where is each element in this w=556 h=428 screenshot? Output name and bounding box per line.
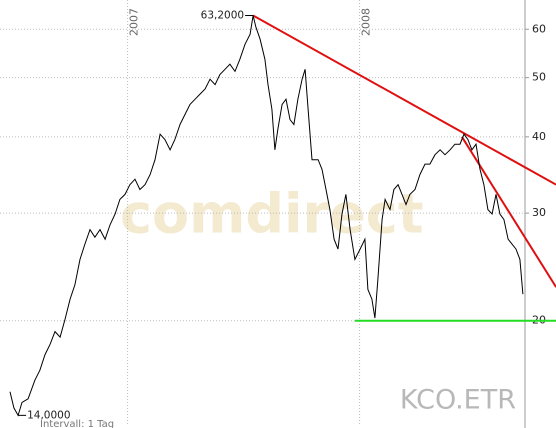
- annotation: 14,0000: [27, 409, 70, 421]
- annotation: 63,2000: [201, 9, 244, 21]
- trendline: [461, 136, 556, 288]
- y-tick-label: 60: [532, 22, 546, 35]
- y-tick-label: 30: [532, 206, 546, 219]
- price-line: [9, 15, 524, 417]
- footer: Intervall: 1 Tag: [40, 419, 114, 428]
- symbol: KCO.ETR: [400, 385, 516, 416]
- y-tick-label: 50: [532, 71, 546, 84]
- watermark: comdirect: [120, 183, 424, 246]
- x-tick-label: 2008: [360, 8, 373, 36]
- y-tick-label: 40: [532, 130, 546, 143]
- trendline: [252, 14, 556, 186]
- x-tick-label: 2007: [128, 8, 141, 36]
